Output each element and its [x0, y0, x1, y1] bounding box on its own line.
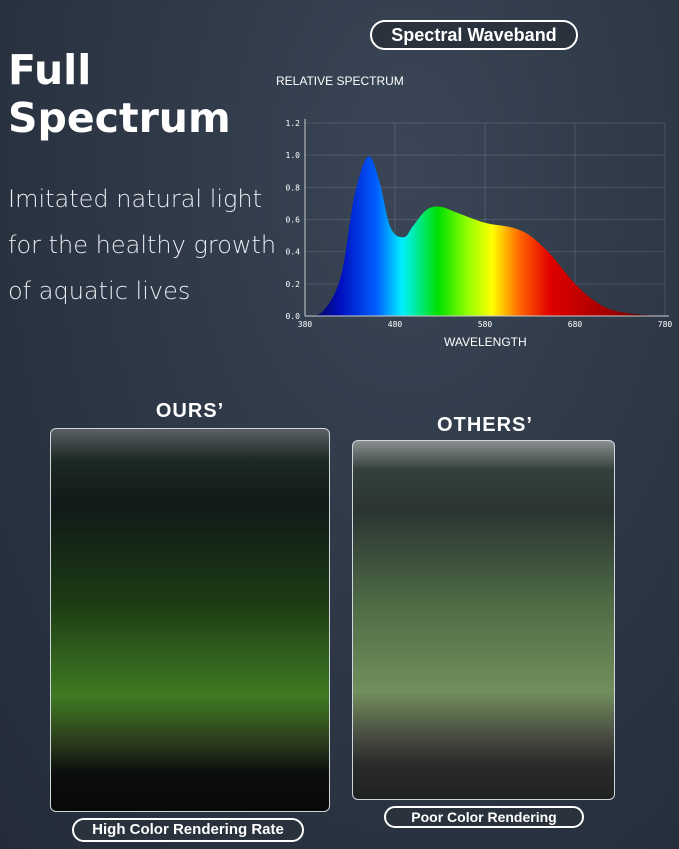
y-tick-label: 0.0	[286, 312, 301, 321]
y-tick-label: 0.4	[286, 248, 301, 257]
y-tick-label: 0.6	[286, 216, 301, 225]
spectrum-chart: 0.0 0.2 0.4 0.6 0.8 1.0 1.2 380 480 580 680 780	[286, 119, 673, 329]
x-axis-label: WAVELENGTH	[444, 335, 527, 349]
spectral-waveband-badge: Spectral Waveband	[370, 20, 578, 50]
title-line: Spectrum	[8, 94, 231, 142]
title-line: Full	[8, 46, 92, 94]
ours-label: OURS’	[155, 400, 225, 422]
y-tick-label: 0.8	[286, 183, 301, 192]
subtitle-line: Imitated natural light	[8, 185, 263, 213]
y-tick-label: 1.2	[286, 119, 301, 128]
headline-title: Full Spectrum	[8, 46, 231, 142]
subtitle-line: for the healthy growth	[8, 231, 277, 259]
x-tick-label: 380	[298, 320, 313, 329]
others-label: OTHERS’	[437, 414, 533, 436]
x-tick-label: 480	[388, 320, 403, 329]
spectrum-area	[305, 156, 665, 316]
x-tick-label: 780	[658, 320, 673, 329]
y-tick-label: 1.0	[286, 151, 301, 160]
y-axis-label: RELATIVE SPECTRUM	[276, 74, 404, 88]
ours-aquarium-photo	[50, 428, 330, 812]
ours-caption: High Color Rendering Rate	[72, 818, 304, 842]
subtitle-line: of aquatic lives	[8, 277, 191, 305]
headline-subtitle: Imitated natural light for the healthy gr…	[8, 176, 276, 314]
others-caption: Poor Color Rendering	[384, 806, 584, 828]
y-tick-label: 0.2	[286, 280, 301, 289]
others-aquarium-photo	[352, 440, 615, 800]
x-tick-label: 680	[568, 320, 583, 329]
x-tick-label: 580	[478, 320, 493, 329]
